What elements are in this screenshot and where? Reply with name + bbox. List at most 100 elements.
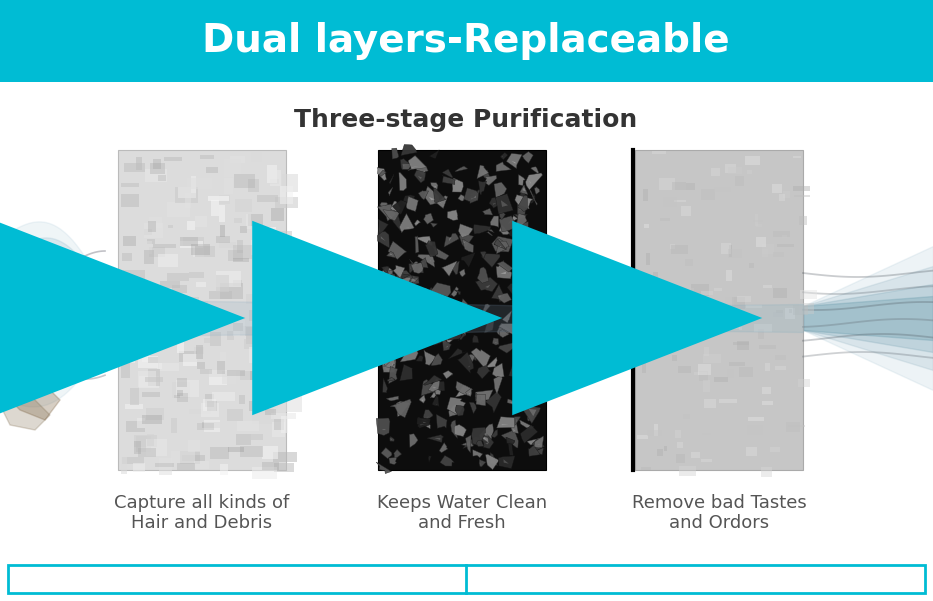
Bar [748,416,764,421]
Bar [726,314,739,325]
Bar [252,247,258,261]
Polygon shape [457,352,474,373]
Polygon shape [392,288,406,304]
Polygon shape [467,354,475,364]
Polygon shape [434,188,446,203]
Bar [233,320,244,336]
Bar [279,314,290,329]
Polygon shape [477,267,489,283]
Bar [262,445,278,459]
Bar [251,240,259,255]
Polygon shape [518,195,527,212]
Polygon shape [430,223,438,227]
Polygon shape [514,416,521,426]
Polygon shape [411,294,419,303]
Bar [272,209,279,222]
Bar [132,463,146,472]
Bar [250,371,259,380]
Bar [653,272,658,282]
Polygon shape [399,277,411,291]
Polygon shape [408,156,427,171]
Polygon shape [418,316,435,328]
Bar [788,308,792,314]
Bar [647,430,662,436]
Polygon shape [390,216,393,218]
Polygon shape [430,392,437,398]
Polygon shape [434,438,440,440]
Polygon shape [482,434,494,449]
Bar [240,447,263,457]
Polygon shape [409,308,422,318]
Bar [663,446,667,451]
Polygon shape [526,239,534,250]
Bar [122,253,132,261]
Polygon shape [411,166,419,168]
Bar [194,461,209,469]
Polygon shape [386,251,396,258]
Polygon shape [313,370,321,379]
Bar [641,467,650,471]
Bar [698,364,711,375]
Bar [233,245,252,258]
Bar [746,425,763,435]
Bar [132,341,141,349]
Bar [657,449,662,456]
Polygon shape [485,285,490,288]
Polygon shape [512,284,527,304]
Polygon shape [522,338,533,354]
Polygon shape [447,397,466,415]
Bar [710,372,715,376]
Bar [200,154,215,159]
Polygon shape [496,416,514,428]
Polygon shape [415,166,428,176]
Bar [794,195,810,197]
Bar [145,169,167,182]
Bar [378,150,546,470]
Polygon shape [448,349,466,359]
Bar [256,252,265,257]
Polygon shape [459,233,474,249]
Bar [739,328,743,331]
Bar [172,285,188,293]
Bar [211,200,219,216]
Polygon shape [483,438,487,441]
Bar [278,396,301,412]
Bar [272,413,296,419]
Bar [773,231,790,237]
Bar [267,165,277,183]
Bar [195,246,215,257]
Polygon shape [0,380,50,430]
Bar [145,336,160,349]
Bar [262,405,271,421]
Bar [702,433,711,435]
Bar [197,362,205,368]
Polygon shape [520,420,534,429]
Polygon shape [402,268,412,290]
Bar [126,421,145,432]
Polygon shape [484,175,496,185]
Bar [261,305,280,317]
Bar [204,338,217,343]
Bar [690,452,700,459]
Polygon shape [531,282,538,293]
Bar [728,249,742,258]
Polygon shape [436,414,447,429]
Bar [268,227,276,237]
Bar [139,308,145,324]
Bar [260,348,272,353]
Bar [204,420,220,432]
Polygon shape [406,197,418,212]
Bar [8,565,925,593]
Polygon shape [455,311,470,328]
Bar [148,357,158,362]
Bar [761,467,773,477]
Bar [220,464,228,475]
Bar [799,216,807,225]
Bar [737,341,749,350]
Bar [217,361,225,374]
Bar [251,153,262,162]
Polygon shape [382,359,394,371]
Bar [273,356,287,365]
Bar [146,409,164,419]
Bar [239,395,245,404]
